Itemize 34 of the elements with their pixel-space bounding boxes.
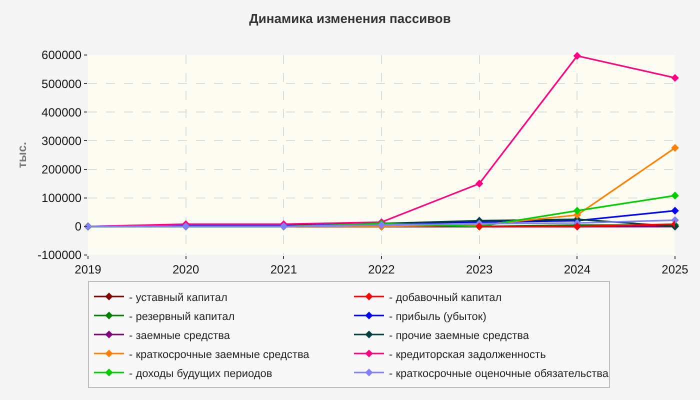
point xyxy=(671,74,679,82)
legend-label: - краткосрочные оценочные обязательства xyxy=(389,368,610,380)
legend-label: - прочие заемные средства xyxy=(389,330,530,342)
x-tick-label: 2023 xyxy=(466,262,493,276)
legend-label: - доходы будущих периодов xyxy=(129,368,272,380)
y-tick-label: 600000 xyxy=(42,48,82,62)
legend-label: - кредиторская задолженность xyxy=(389,348,546,361)
x-tick-label: 2019 xyxy=(74,262,102,276)
x-tick-label: 2024 xyxy=(564,262,591,276)
point xyxy=(573,52,582,60)
legend-label: - резервный капитал xyxy=(129,310,235,323)
x-tick-label: 2021 xyxy=(270,262,298,276)
point xyxy=(671,144,679,152)
y-tick-label: 100000 xyxy=(42,191,82,206)
y-tick-label: 500000 xyxy=(42,76,82,91)
y-axis-title: тыс. xyxy=(14,142,29,168)
legend-label: - добавочный капитал xyxy=(389,292,502,304)
y-tick-label: -100000 xyxy=(38,248,82,262)
x-tick-label: 2022 xyxy=(368,262,396,276)
y-tick-label: 200000 xyxy=(42,162,82,176)
legend-label: - заемные средства xyxy=(129,330,231,342)
y-tick-label: 0 xyxy=(74,220,82,234)
legend-label: - краткосрочные заемные средства xyxy=(129,348,310,361)
y-tick-label: 300000 xyxy=(42,134,82,148)
point xyxy=(671,206,679,215)
point xyxy=(573,206,582,215)
legend-label: - прибыль (убыток) xyxy=(389,310,486,323)
point xyxy=(475,180,484,188)
x-tick-label: 2025 xyxy=(662,262,689,276)
legend-label: - уставный капитал xyxy=(129,292,228,304)
chart-title: Динамика изменения пассивов xyxy=(249,11,451,26)
point xyxy=(671,192,679,200)
x-tick-label: 2020 xyxy=(172,262,200,276)
y-tick-label: 400000 xyxy=(42,105,82,120)
